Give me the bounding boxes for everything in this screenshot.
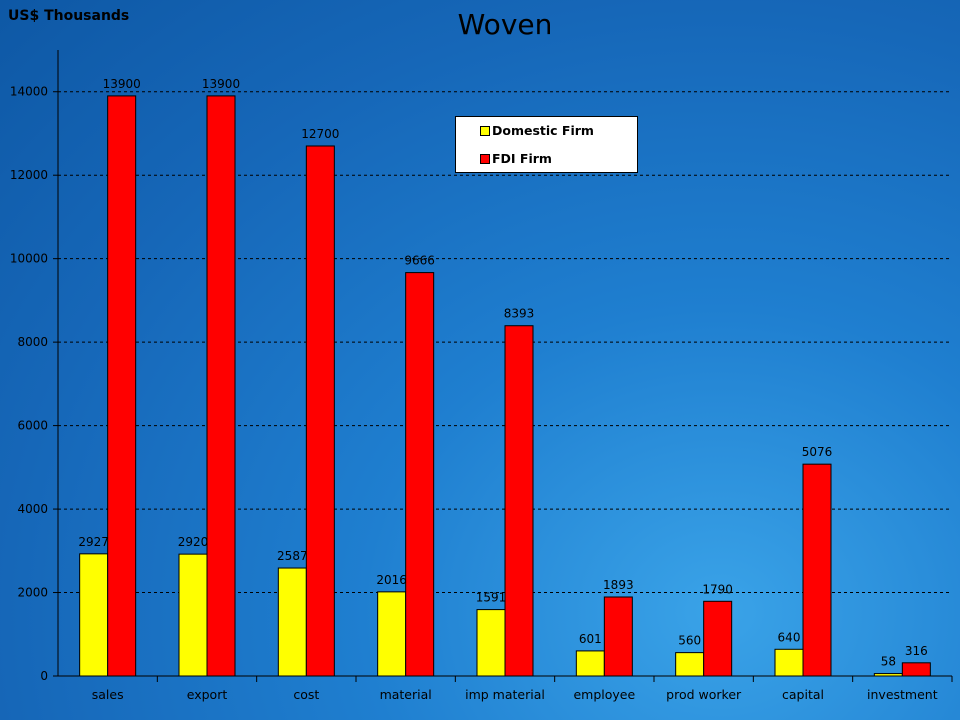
bar-domestic-firm — [575, 650, 605, 677]
data-label: 1591 — [476, 591, 507, 605]
data-label: 1790 — [702, 582, 733, 596]
bar-domestic-firm — [377, 591, 407, 677]
bar-fdi-firm — [504, 325, 534, 677]
chart-title: Woven — [457, 8, 553, 41]
legend-label-domestic-firm: Domestic Firm — [492, 123, 594, 138]
x-tick-label: sales — [92, 687, 124, 702]
y-tick-label: 12000 — [10, 168, 48, 182]
legend-swatch-domestic-firm — [480, 126, 490, 136]
y-tick-label: 14000 — [10, 85, 48, 99]
x-tick-label: material — [380, 687, 432, 702]
legend-item-fdi-firm: FDI Firm — [480, 150, 552, 168]
bar-domestic-firm — [675, 652, 705, 677]
y-tick-label: 6000 — [17, 419, 48, 433]
x-tick-label: employee — [573, 687, 635, 702]
bar-fdi-firm — [107, 95, 137, 677]
data-label: 58 — [881, 655, 896, 669]
data-label: 2587 — [277, 549, 308, 563]
bar-fdi-firm — [603, 596, 633, 677]
data-label: 601 — [579, 632, 602, 646]
x-tick-label: investment — [867, 687, 938, 702]
x-tick-label: prod worker — [666, 687, 742, 702]
x-tick-label: export — [187, 687, 228, 702]
data-label: 2016 — [376, 573, 407, 587]
data-label: 2927 — [78, 535, 109, 549]
data-label: 316 — [905, 644, 928, 658]
x-tick-label: imp material — [465, 687, 545, 702]
y-tick-label: 10000 — [10, 252, 48, 266]
bar-domestic-firm — [277, 567, 307, 677]
bar-domestic-firm — [79, 553, 109, 677]
data-label: 8393 — [504, 307, 535, 321]
y-tick-label: 4000 — [17, 502, 48, 516]
legend-swatch-fdi-firm — [480, 154, 490, 164]
data-label: 13900 — [103, 77, 141, 91]
y-tick-label: 0 — [40, 669, 48, 683]
bar-fdi-firm — [802, 463, 832, 677]
data-label: 2920 — [178, 535, 209, 549]
data-label: 9666 — [404, 254, 435, 268]
x-tick-label: cost — [293, 687, 319, 702]
data-label: 12700 — [301, 127, 339, 141]
data-label: 560 — [678, 634, 701, 648]
bar-domestic-firm — [476, 609, 506, 677]
y-tick-label: 8000 — [17, 335, 48, 349]
y-axis-unit-label: US$ Thousands — [8, 8, 130, 24]
y-tick-label: 2000 — [17, 586, 48, 600]
data-label: 1893 — [603, 578, 634, 592]
data-label: 5076 — [802, 445, 833, 459]
x-tick-label: capital — [782, 687, 824, 702]
bar-domestic-firm — [178, 553, 208, 677]
data-label: 640 — [778, 630, 801, 644]
bar-fdi-firm — [405, 272, 435, 677]
bar-fdi-firm — [901, 662, 931, 677]
bar-fdi-firm — [206, 95, 236, 677]
chart-legend: Domestic Firm FDI Firm — [455, 116, 638, 173]
bar-fdi-firm — [305, 145, 335, 677]
bar-domestic-firm — [873, 673, 903, 677]
legend-item-domestic-firm: Domestic Firm — [480, 122, 594, 140]
legend-label-fdi-firm: FDI Firm — [492, 151, 552, 166]
data-label: 13900 — [202, 77, 240, 91]
bar-domestic-firm — [774, 648, 804, 677]
bar-fdi-firm — [703, 600, 733, 677]
